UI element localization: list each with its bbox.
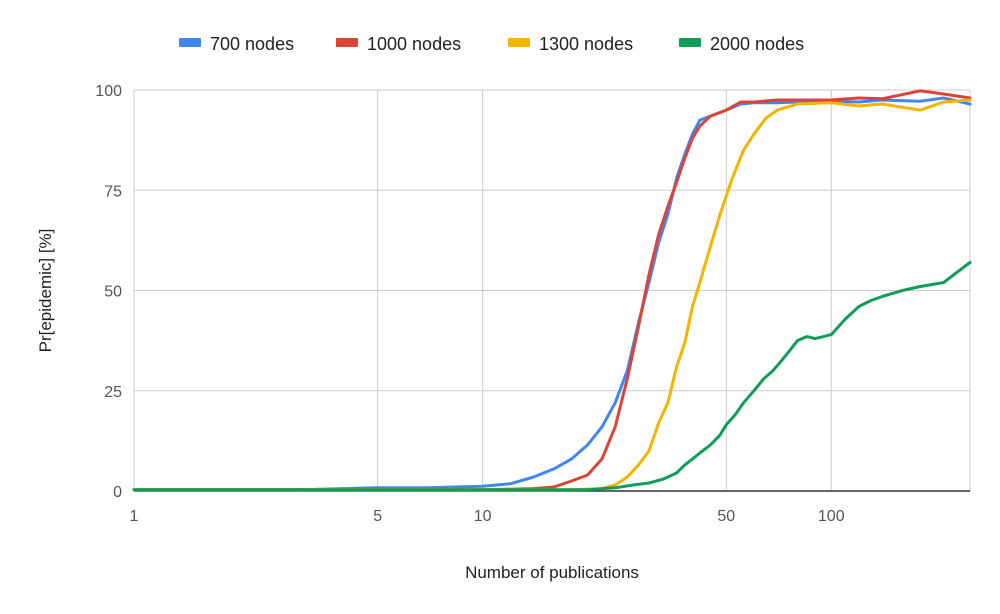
legend-swatch — [179, 38, 201, 47]
legend-label: 1000 nodes — [367, 34, 461, 54]
x-axis-title: Number of publications — [465, 563, 639, 582]
x-tick-label: 5 — [373, 508, 382, 525]
legend-label: 700 nodes — [210, 34, 294, 54]
legend-swatch — [679, 38, 701, 47]
x-tick-label: 100 — [818, 508, 845, 525]
legend-label: 2000 nodes — [710, 34, 804, 54]
y-tick-label: 75 — [104, 183, 122, 200]
series-lines — [132, 89, 972, 492]
y-axis: 0 25 50 75 100 — [95, 83, 122, 501]
series-line — [132, 98, 972, 492]
x-axis: 1 5 10 50 100 — [130, 508, 845, 525]
x-tick-label: 50 — [717, 508, 735, 525]
x-tick-label: 10 — [474, 508, 492, 525]
legend: 700 nodes 1000 nodes 1300 nodes 2000 nodes — [179, 34, 804, 54]
series-line — [132, 96, 972, 492]
grid — [133, 89, 971, 492]
series-line — [132, 89, 972, 492]
legend-swatch — [508, 38, 530, 47]
series-line — [132, 260, 972, 492]
y-tick-label: 50 — [104, 284, 122, 301]
y-tick-label: 25 — [104, 384, 122, 401]
y-axis-title: Pr[epidemic] [%] — [36, 229, 55, 353]
legend-swatch — [336, 38, 358, 47]
y-tick-label: 100 — [95, 83, 122, 100]
x-tick-label: 1 — [130, 508, 139, 525]
y-tick-label: 0 — [113, 484, 122, 501]
legend-label: 1300 nodes — [539, 34, 633, 54]
